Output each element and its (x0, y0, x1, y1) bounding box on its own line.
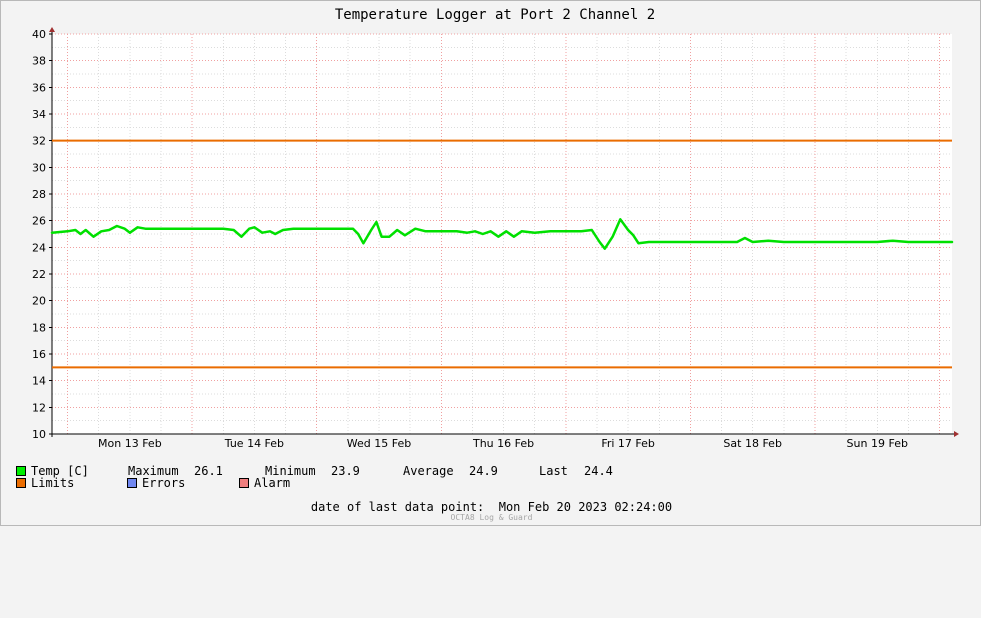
temp-series-line (50, 218, 954, 250)
errors-swatch (127, 478, 137, 488)
limit-lines (52, 139, 952, 369)
legend-errors-label: Errors (142, 476, 186, 490)
alarm-swatch (239, 478, 249, 488)
legend-temp-label: Temp [C] (31, 464, 89, 478)
y-tick-label: 34 (32, 108, 46, 121)
stat-maximum-label: Maximum (128, 464, 179, 478)
stat-last-label: Last (539, 464, 568, 478)
stat-average-value: 24.9 (469, 464, 498, 478)
legend-temp: Temp [C] (16, 464, 89, 478)
x-tick-label: Sat 18 Feb (723, 437, 782, 450)
stat-minimum-label: Minimum (265, 464, 316, 478)
y-tick-label: 28 (32, 188, 46, 201)
chart-panel: Temperature Logger at Port 2 Channel 2 1… (0, 0, 981, 526)
y-tick-label: 26 (32, 215, 46, 228)
x-tick-label: Fri 17 Feb (601, 437, 655, 450)
last-data-point: date of last data point: Mon Feb 20 2023… (1, 500, 981, 514)
x-axis-ticks: Mon 13 Feb Tue 14 Feb Wed 15 Feb Thu 16 Feb… (98, 437, 908, 450)
limits-swatch (16, 478, 26, 488)
y-tick-label: 38 (32, 55, 46, 68)
x-axis-arrow (954, 431, 959, 437)
y-tick-label: 36 (32, 81, 46, 94)
footer-credit: OCTA8 Log & Guard (450, 513, 533, 522)
y-tick-label: 16 (32, 348, 46, 361)
y-tick-label: 32 (32, 135, 46, 148)
y-tick-label: 14 (32, 375, 46, 388)
temp-swatch (16, 466, 26, 476)
stat-average-label: Average (403, 464, 454, 478)
legend-limits: Limits (16, 476, 74, 490)
legend-row-status: Limits Errors Alarm (16, 476, 290, 490)
x-tick-label: Tue 14 Feb (224, 437, 284, 450)
x-tick-label: Thu 16 Feb (472, 437, 534, 450)
legend-errors: Errors (127, 476, 185, 490)
y-tick-label: 20 (32, 295, 46, 308)
y-tick-label: 18 (32, 321, 46, 334)
y-axis-arrow (49, 27, 55, 32)
chart-title: Temperature Logger at Port 2 Channel 2 (335, 7, 655, 23)
y-tick-label: 10 (32, 428, 46, 441)
y-tick-label: 24 (32, 241, 46, 254)
temperature-chart: Temperature Logger at Port 2 Channel 2 1… (32, 7, 959, 450)
series-layer (50, 218, 954, 250)
stat-last-value: 24.4 (584, 464, 613, 478)
y-tick-label: 30 (32, 161, 46, 174)
y-tick-label: 40 (32, 28, 46, 41)
x-tick-label: Mon 13 Feb (98, 437, 162, 450)
stat-minimum-value: 23.9 (331, 464, 360, 478)
y-tick-label: 12 (32, 401, 46, 414)
x-tick-label: Wed 15 Feb (347, 437, 411, 450)
last-data-point-label: date of last data point: (310, 500, 485, 514)
y-axis-ticks: 10 12 14 16 18 20 22 24 26 28 30 32 34 36 38 40 (32, 28, 52, 441)
x-tick-label: Sun 19 Feb (847, 437, 908, 450)
legend-row-stats: Temp [C] Maximum 26.1 Minimum 23.9 Avera… (16, 464, 613, 478)
stat-maximum-value: 26.1 (194, 464, 223, 478)
legend-alarm: Alarm (239, 476, 290, 490)
last-data-point-value: Mon Feb 20 2023 02:24:00 (498, 500, 673, 514)
legend-limits-label: Limits (31, 476, 75, 490)
y-tick-label: 22 (32, 268, 46, 281)
legend-alarm-label: Alarm (254, 476, 291, 490)
